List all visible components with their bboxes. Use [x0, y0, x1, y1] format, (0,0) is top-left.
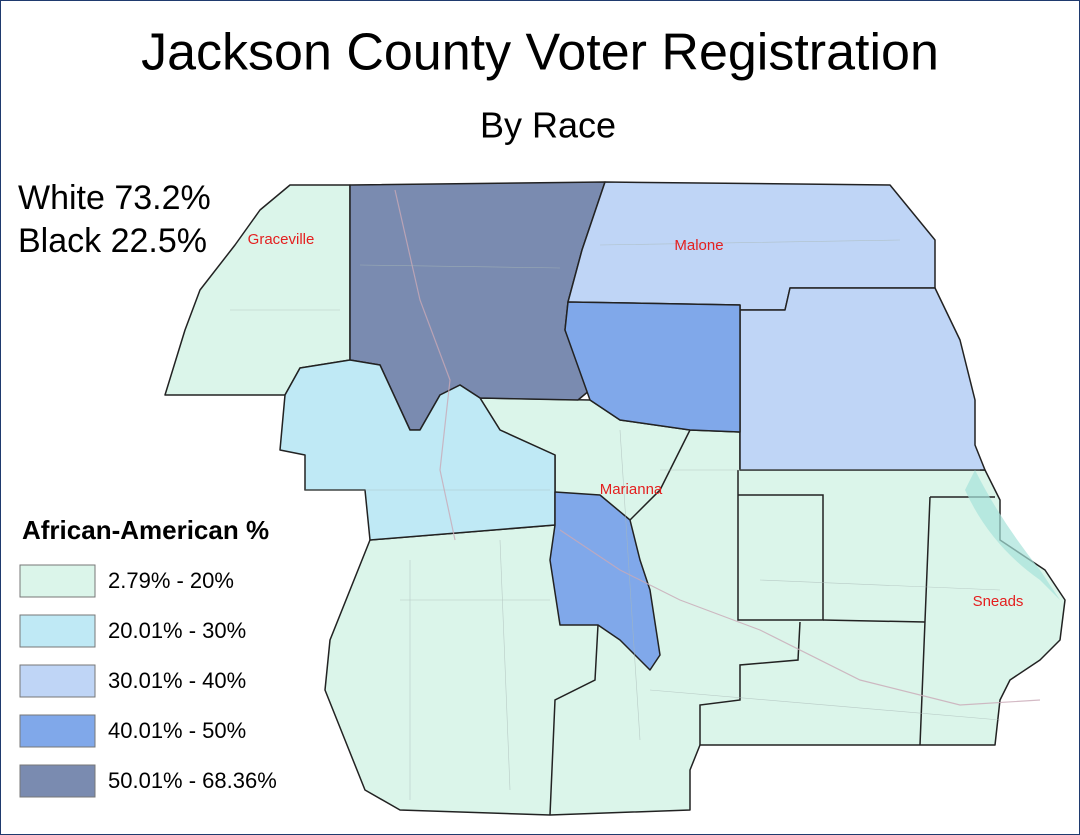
legend-label: 50.01% - 68.36% — [108, 768, 277, 793]
boundary — [629, 429, 691, 521]
region — [279, 359, 556, 541]
road — [394, 189, 456, 541]
legend-label: 40.01% - 50% — [108, 718, 246, 743]
legend-swatch — [19, 614, 96, 648]
title: Jackson County Voter Registration — [141, 24, 939, 82]
road — [230, 239, 1001, 800]
road — [559, 529, 1041, 706]
legend-label: 2.79% - 20% — [108, 568, 234, 593]
city-label: Graceville — [248, 231, 315, 248]
legend-swatch — [19, 664, 96, 698]
legend-label: 20.01% - 30% — [108, 618, 246, 643]
legend-swatch — [19, 714, 96, 748]
legend: African-American % 2.79% - 20% 20.01% - 3… — [19, 515, 277, 798]
boundary — [549, 624, 599, 816]
legend-title: African-American % — [22, 515, 269, 545]
subtitle: By Race — [480, 105, 616, 146]
city-label: Marianna — [600, 481, 663, 498]
stat: White 73.2% — [18, 179, 211, 217]
region — [564, 301, 741, 433]
city-label: Malone — [674, 237, 723, 254]
region — [739, 287, 986, 471]
stat: Black 22.5% — [18, 222, 207, 260]
legend-label: 30.01% - 40% — [108, 668, 246, 693]
legend-swatch — [19, 564, 96, 598]
legend-swatch — [19, 764, 96, 798]
boundary — [699, 619, 926, 745]
river — [965, 470, 1060, 600]
map — [164, 181, 1066, 816]
city-label: Sneads — [973, 593, 1024, 610]
